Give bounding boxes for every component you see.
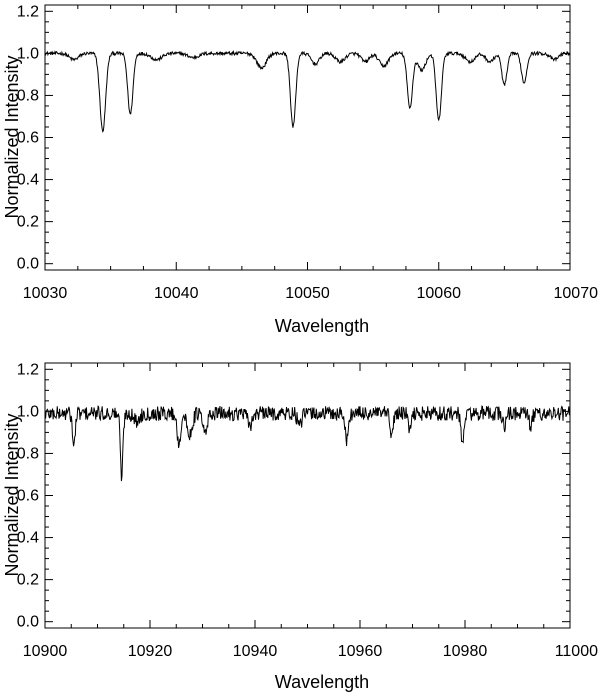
y-tick-label: 1.0 (17, 403, 39, 420)
y-tick-label: 0.8 (17, 445, 39, 462)
top-plot-frame (44, 4, 571, 271)
x-tick-label: 11000 (555, 643, 598, 660)
bottom-x-axis-title: Wavelength (275, 672, 369, 692)
y-tick-label: 1.0 (17, 45, 39, 62)
bottom-panel: 0.00.20.40.60.81.01.2 10900 10920 10940 109… (2, 361, 598, 692)
top-spectrum-line (44, 49, 571, 133)
top-x-axis: 10030 10040 10050 10060 10070 (23, 5, 598, 302)
x-tick-label: 10980 (443, 643, 488, 660)
top-x-axis-title: Wavelength (275, 316, 369, 336)
x-tick-label: 10900 (23, 643, 68, 660)
y-tick-label: 0.4 (17, 172, 39, 189)
y-tick-label: 0.6 (17, 488, 39, 505)
x-tick-label: 10070 (554, 285, 599, 302)
x-tick-label: 10040 (154, 285, 199, 302)
y-tick-label: 0.8 (17, 87, 39, 104)
y-tick-label: 1.2 (17, 3, 39, 20)
top-panel: 0.00.20.40.60.81.01.2 10030 10040 10050 100… (2, 3, 598, 336)
x-tick-label: 10920 (128, 643, 173, 660)
x-tick-label: 10940 (233, 643, 278, 660)
top-y-axis-title: Normalized Intensity (2, 55, 22, 218)
y-tick-label: 0.2 (17, 572, 39, 589)
bottom-y-axis-title: Normalized Intensity (2, 413, 22, 576)
y-tick-label: 0.0 (17, 614, 39, 631)
bottom-plot-frame (44, 362, 571, 629)
x-tick-label: 10060 (417, 285, 462, 302)
x-tick-label: 10030 (23, 285, 68, 302)
y-tick-label: 1.2 (17, 361, 39, 378)
x-tick-label: 10050 (285, 285, 330, 302)
y-tick-label: 0.4 (17, 530, 39, 547)
y-tick-label: 0.6 (17, 130, 39, 147)
top-y-axis: 0.0 0.2 0.4 0.6 0.8 1.0 1.2 (17, 3, 570, 273)
x-tick-label: 10960 (338, 643, 383, 660)
y-tick-label: 0.2 (17, 214, 39, 231)
y-tick-label: 0.0 (17, 256, 39, 273)
bottom-spectrum-line (44, 405, 571, 482)
bottom-y-axis: 0.0 0.2 0.4 0.6 0.8 1.0 1.2 (17, 361, 570, 631)
bottom-x-axis: 10900 10920 10940 10960 10980 11000 (23, 363, 598, 660)
